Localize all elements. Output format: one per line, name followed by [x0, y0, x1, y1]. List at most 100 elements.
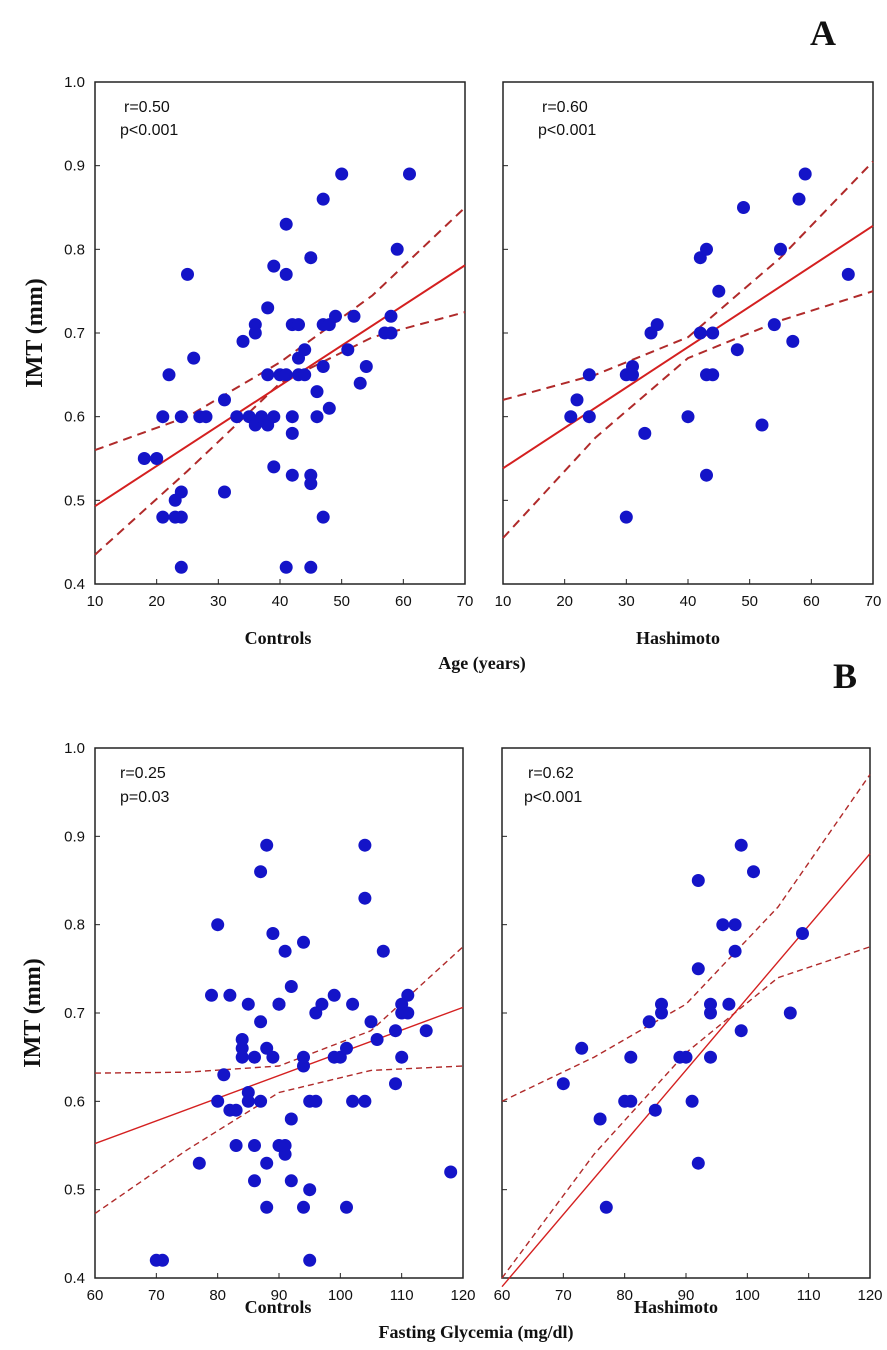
data-point [419, 1024, 433, 1038]
data-point [254, 1094, 268, 1108]
data-point [395, 1050, 409, 1064]
data-point [174, 510, 188, 524]
r-value: r=0.62 [528, 765, 574, 782]
data-point [156, 410, 170, 424]
axis-ticks: 10 20 30 40 50 60 70 0.4 0.5 0.6 0.7 0.8 0.9 1.0 [64, 74, 473, 610]
y-tick-label: 1.0 [64, 740, 85, 757]
data-point [298, 368, 312, 382]
data-point [284, 1112, 298, 1126]
data-point [737, 201, 750, 214]
ci-lower-curve [94, 1065, 464, 1215]
y-tick-label: 0.4 [64, 1270, 85, 1287]
data-point [218, 485, 231, 499]
group-label-controls-b: Controls [245, 1297, 312, 1317]
data-point [364, 1015, 378, 1029]
data-point [285, 468, 299, 482]
y-tick-label: 0.9 [64, 158, 85, 175]
data-point [730, 343, 744, 357]
ci-upper-curve [502, 160, 874, 401]
data-point [774, 242, 787, 256]
data-point [285, 410, 299, 424]
data-point [261, 301, 275, 315]
y-tick-label: 0.8 [64, 241, 85, 258]
data-point [792, 192, 806, 206]
confidence-bands [502, 160, 874, 539]
panel-label-b: B [833, 656, 857, 696]
data-point [284, 1174, 298, 1188]
data-point [798, 167, 812, 181]
plot-frame [94, 81, 466, 585]
data-point [716, 918, 730, 932]
data-point [582, 368, 596, 382]
data-point [310, 410, 324, 424]
data-point [266, 1050, 280, 1064]
data-point [254, 1015, 268, 1029]
data-point [706, 326, 720, 340]
data-point [389, 1077, 402, 1091]
data-point [223, 988, 237, 1002]
data-point [564, 410, 578, 424]
y-tick-label: 0.7 [64, 1005, 85, 1022]
data-point [786, 334, 800, 348]
y-tick-label: 0.6 [64, 1093, 85, 1110]
x-tick-label: 110 [390, 1287, 414, 1304]
plot-frame [501, 747, 871, 1279]
data-point [624, 1094, 638, 1108]
data-point [783, 1006, 797, 1020]
data-point [341, 343, 355, 357]
data-point [150, 452, 164, 465]
data-point [655, 1006, 668, 1020]
data-point [297, 1200, 310, 1214]
data-point [712, 284, 726, 298]
data-point [260, 1200, 274, 1214]
y-tick-label: 0.5 [64, 1182, 85, 1199]
regression-line [94, 264, 466, 508]
data-point [796, 927, 809, 940]
panel-label-a: A [810, 13, 836, 53]
data-point [728, 944, 742, 958]
data-point [304, 251, 318, 265]
data-point [681, 410, 695, 424]
y-tick-label: 0.9 [64, 828, 85, 845]
y-axis-title-b: IMT (mm) [20, 958, 46, 1068]
data-point [346, 997, 360, 1011]
data-point [303, 1183, 317, 1197]
data-point [685, 1094, 699, 1108]
data-point [218, 393, 231, 407]
data-point [187, 351, 201, 365]
ci-upper-curve [501, 774, 871, 1102]
data-point [390, 242, 404, 256]
data-point [316, 510, 330, 524]
panel-b-controls: 60 70 80 90 100 110 120 0.4 0.5 0.6 0.7 0.8 0.9 1.0 r… [64, 740, 475, 1304]
x-tick-label: 70 [555, 1287, 572, 1304]
data-point [346, 1094, 360, 1108]
data-point [229, 1103, 243, 1117]
data-point [297, 1050, 310, 1064]
data-point [593, 1112, 607, 1126]
data-point [174, 485, 188, 499]
data-point [248, 1174, 261, 1188]
x-tick-label: 60 [395, 593, 412, 610]
data-point [310, 385, 324, 399]
data-point [260, 838, 274, 852]
data-point [353, 376, 367, 390]
data-point [248, 1050, 261, 1064]
data-point [358, 891, 372, 905]
data-point [279, 560, 293, 574]
data-point [358, 1094, 372, 1108]
data-point [174, 560, 188, 574]
data-point [309, 1094, 323, 1108]
p-value: p<0.001 [524, 789, 582, 806]
data-point [648, 1103, 662, 1117]
x-tick-label: 100 [735, 1287, 760, 1304]
r-value: r=0.25 [120, 765, 166, 782]
axis-ticks: 10 20 30 40 50 60 70 [495, 81, 881, 610]
data-point [734, 1024, 748, 1038]
data-point [267, 259, 281, 273]
data-point [267, 460, 281, 474]
x-tick-label: 60 [803, 593, 820, 610]
x-tick-label: 60 [494, 1287, 511, 1304]
x-tick-label: 120 [857, 1287, 882, 1304]
data-point [292, 318, 305, 332]
y-tick-label: 0.7 [64, 325, 85, 342]
